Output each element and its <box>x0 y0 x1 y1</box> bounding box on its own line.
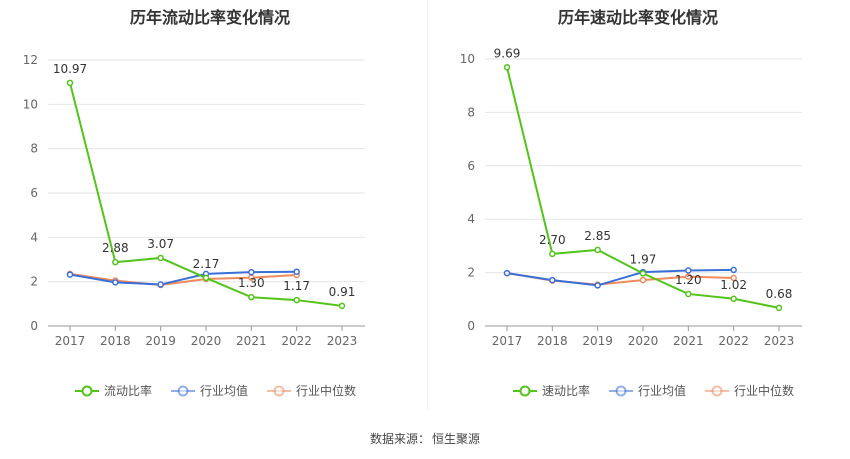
quick-series-point-0 <box>639 270 647 277</box>
current-y-tick-label: 10 <box>23 97 38 111</box>
current-series-point-1 <box>66 271 74 278</box>
quick-legend-item-1[interactable]: 行业均值 <box>608 382 686 399</box>
quick-series-line-1 <box>506 268 734 287</box>
quick-ratio-chart: 0 2 4 6 8 10 2017 2018 2019 2020 2021 2022 2023 9.69 2… <box>460 46 802 348</box>
quick-y-tick-label: 2 <box>467 266 475 280</box>
quick-series-point-0 <box>503 64 511 71</box>
quick-x-tick-label: 2021 <box>673 334 704 348</box>
current-series-point-1 <box>157 281 164 288</box>
quick-series-point-0 <box>730 295 737 303</box>
quick-series-point-1 <box>549 276 556 284</box>
legend-label: 流动比率 <box>104 384 153 398</box>
quick-y-tick-label: 6 <box>467 159 475 173</box>
quick-series-point-1 <box>503 269 511 277</box>
quick-x-tick-label: 2018 <box>537 334 568 348</box>
data-source-name: 恒生聚源 <box>432 432 481 446</box>
legend-label: 行业中位数 <box>296 384 357 398</box>
current-data-label: 2.17 <box>193 257 220 271</box>
current-y-tick-label: 8 <box>30 142 38 156</box>
current-series-point-0 <box>112 258 119 266</box>
current-y-tick-label: 6 <box>30 186 38 200</box>
current-x-tick-label: 2023 <box>327 334 358 348</box>
chart-title-quick-ratio: 历年速动比率变化情况 <box>557 8 718 27</box>
current-series-point-1 <box>112 279 119 286</box>
legend-label: 行业均值 <box>638 384 687 398</box>
quick-data-label: 1.02 <box>720 278 747 292</box>
chart-title-current-ratio: 历年流动比率变化情况 <box>129 8 290 27</box>
quick-legend-item-0[interactable]: 速动比率 <box>512 382 590 399</box>
legend-line-circle-icon <box>705 385 730 396</box>
quick-data-label: 2.85 <box>584 229 611 243</box>
current-data-label: 0.91 <box>329 285 356 299</box>
quick-series-point-1 <box>685 267 692 274</box>
current-x-tick-label: 2022 <box>281 334 312 348</box>
quick-x-tick-label: 2017 <box>492 334 523 348</box>
quick-x-tick-label: 2023 <box>764 334 795 348</box>
legend-line-circle-icon <box>513 385 537 396</box>
current-ratio-chart: 0 2 4 6 8 10 12 2017 2018 2019 2020 2021 2022 2023 10.… <box>23 53 365 348</box>
current-series-line-1 <box>69 270 297 286</box>
data-source-label: 数据来源： <box>369 432 430 446</box>
legend-label: 速动比率 <box>542 384 591 398</box>
quick-series-point-2 <box>730 274 737 282</box>
current-series-point-1 <box>248 268 255 276</box>
current-data-label: 1.30 <box>238 276 265 290</box>
current-legend-item-1[interactable]: 行业均值 <box>170 382 248 399</box>
current-y-tick-label: 12 <box>23 53 38 67</box>
quick-series-point-1 <box>594 282 601 289</box>
current-legend-item-0[interactable]: 流动比率 <box>74 382 152 399</box>
current-series-point-1 <box>293 268 300 275</box>
current-x-tick-label: 2019 <box>145 334 176 348</box>
current-x-tick-label: 2018 <box>100 334 131 348</box>
legend-line-circle-icon <box>267 385 292 396</box>
current-series-point-0 <box>338 302 346 310</box>
current-data-label: 1.17 <box>283 279 310 293</box>
legend-line-circle-icon <box>609 385 634 396</box>
quick-series-point-0 <box>594 246 601 254</box>
current-y-tick-label: 4 <box>30 230 38 244</box>
quick-series-point-0 <box>685 290 692 298</box>
quick-y-tick-label: 8 <box>467 105 475 119</box>
current-legend-item-2[interactable]: 行业中位数 <box>266 382 356 399</box>
current-series-point-0 <box>66 79 74 87</box>
current-series-point-0 <box>157 254 164 262</box>
quick-x-tick-label: 2019 <box>582 334 613 348</box>
current-series-point-0 <box>248 293 255 301</box>
legend-label: 行业均值 <box>200 384 249 398</box>
current-x-tick-label: 2017 <box>55 334 86 348</box>
quick-ratio-legend: 速动比率 行业均值 行业中位数 <box>512 382 794 399</box>
quick-x-tick-label: 2020 <box>628 334 659 348</box>
quick-series-point-2 <box>639 276 647 284</box>
legend-line-circle-icon <box>75 385 99 396</box>
quick-series-point-1 <box>730 266 737 274</box>
current-ratio-legend: 流动比率 行业均值 行业中位数 <box>74 382 356 399</box>
current-series-line-2 <box>69 272 297 286</box>
quick-series-point-0 <box>549 250 556 258</box>
data-source-footer: 数据来源： 恒生聚源 <box>0 430 850 447</box>
quick-series-point-0 <box>775 304 783 312</box>
current-data-label: 10.97 <box>53 62 87 76</box>
current-y-tick-label: 2 <box>30 275 38 289</box>
chart-divider <box>427 0 428 410</box>
quick-y-tick-label: 4 <box>467 212 475 226</box>
current-data-label: 2.88 <box>102 241 129 255</box>
quick-data-label: 1.20 <box>675 273 702 287</box>
current-y-tick-label: 0 <box>30 319 38 333</box>
current-x-tick-label: 2020 <box>191 334 222 348</box>
quick-x-tick-label: 2022 <box>718 334 749 348</box>
legend-line-circle-icon <box>171 385 196 396</box>
quick-y-tick-label: 10 <box>460 52 475 66</box>
quick-y-tick-label: 0 <box>467 319 475 333</box>
current-data-label: 3.07 <box>147 237 174 251</box>
quick-data-label: 0.68 <box>766 287 793 301</box>
quick-data-label: 1.97 <box>630 252 657 266</box>
quick-data-label: 2.70 <box>539 233 566 247</box>
quick-data-label: 9.69 <box>494 46 521 60</box>
current-series-point-0 <box>202 274 210 282</box>
quick-legend-item-2[interactable]: 行业中位数 <box>704 382 794 399</box>
legend-label: 行业中位数 <box>734 384 795 398</box>
current-x-tick-label: 2021 <box>236 334 267 348</box>
current-series-point-0 <box>293 296 300 304</box>
quick-series-point-2 <box>685 273 692 280</box>
